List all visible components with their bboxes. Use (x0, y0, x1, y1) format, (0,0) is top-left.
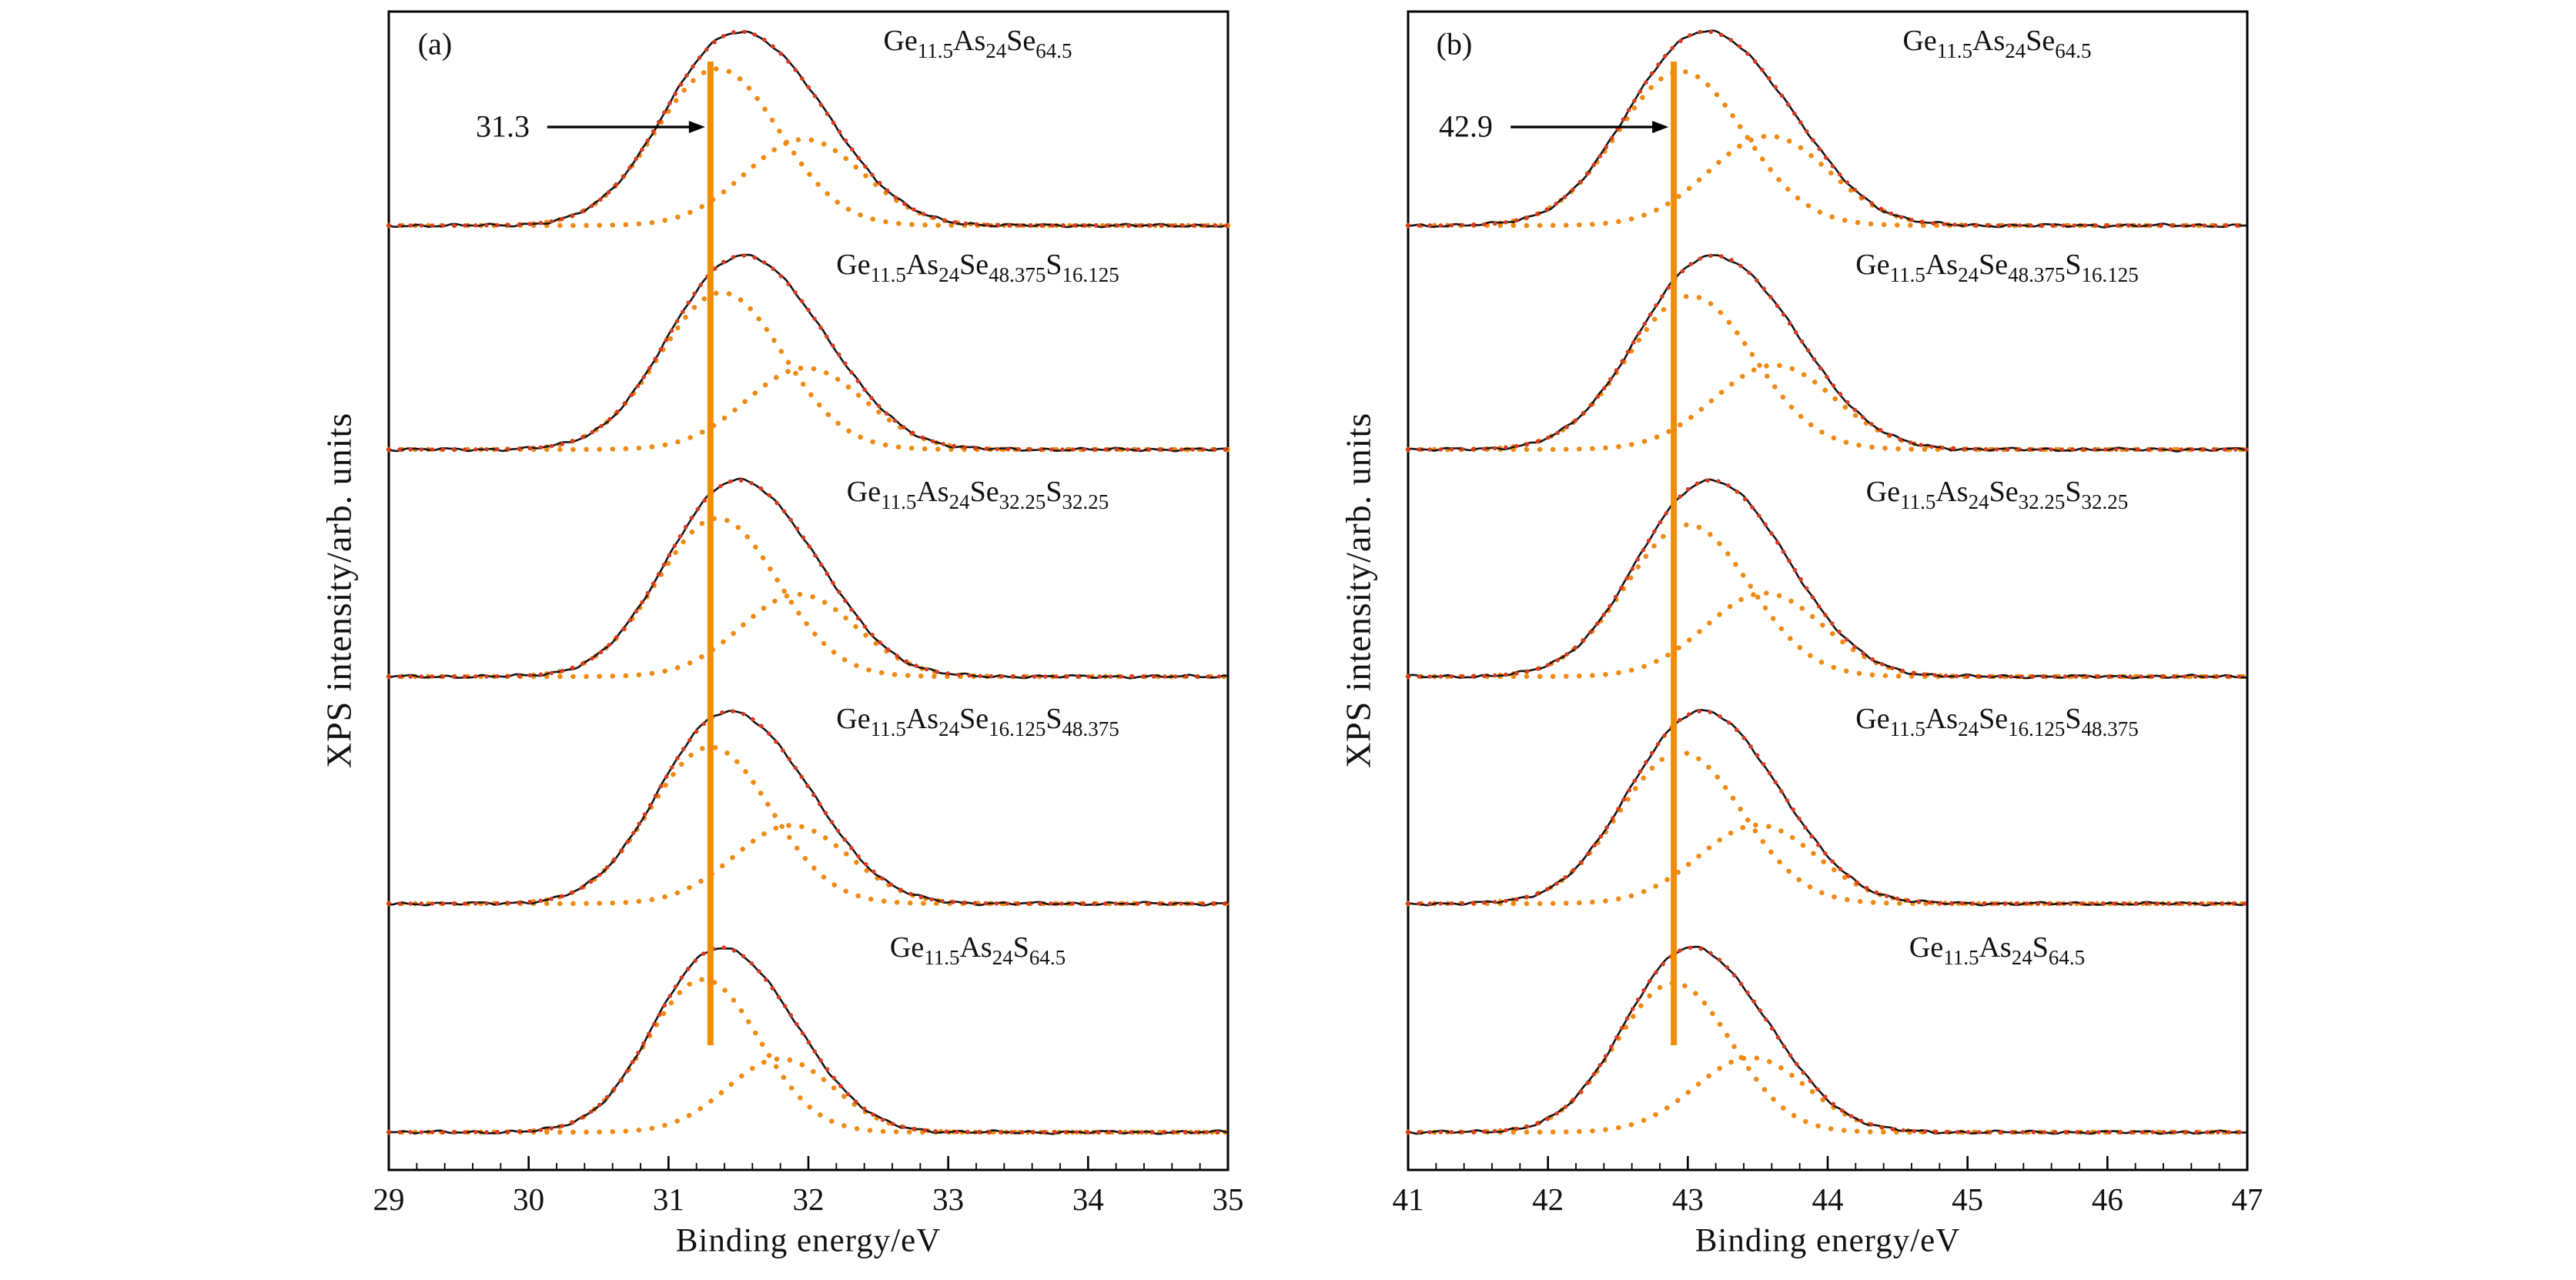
fit-curve (386, 253, 1230, 452)
component-curve (1405, 133, 2250, 229)
experimental-curve (1407, 945, 2248, 1135)
component-curve (386, 744, 1231, 907)
component-curve (1405, 750, 2250, 907)
plot-frame (387, 10, 1229, 1171)
y-axis-label-a: XPS intensity/arb. units (319, 412, 359, 769)
component-curve (1405, 69, 2250, 229)
component-curve (386, 516, 1231, 680)
component-curve (1405, 590, 2250, 680)
fit-curve (386, 478, 1230, 679)
series-label: Ge11.5As24S64.5 (1909, 931, 2085, 969)
x-tick-label: 41 (1393, 1181, 1424, 1217)
x-axis-label-b: Binding energy/eV (1694, 1222, 1961, 1259)
x-tick-label: 31 (653, 1181, 684, 1217)
component-curve (1405, 522, 2250, 680)
component-curve (386, 1056, 1231, 1135)
component-curve (386, 289, 1231, 453)
series-label: Ge11.5As24Se16.125S48.375 (1855, 703, 2138, 740)
fit-curve (386, 709, 1230, 906)
fit-curve (1406, 253, 2250, 452)
panel-label-b: (b) (1436, 26, 1473, 62)
series-label: Ge11.5As24Se48.375S16.125 (836, 249, 1119, 286)
x-tick-label: 42 (1532, 1181, 1564, 1217)
x-tick-label: 29 (373, 1181, 405, 1217)
component-curve (386, 66, 1231, 229)
series-label: Ge11.5As24Se16.125S48.375 (836, 703, 1119, 740)
fit-curve (386, 29, 1230, 228)
panel-label-a: (a) (417, 26, 453, 62)
plot-frame (1407, 10, 2249, 1171)
experimental-curve (1408, 29, 2248, 229)
x-tick-label: 32 (793, 1181, 825, 1217)
fit-curve (1406, 478, 2250, 679)
component-curve (1405, 822, 2250, 907)
component-curve (1405, 981, 2250, 1135)
annotation-arrowhead (1652, 121, 1669, 133)
fit-curve (1406, 945, 2250, 1135)
x-tick-label: 44 (1812, 1181, 1844, 1217)
fit-curve (386, 945, 1230, 1135)
component-curve (386, 136, 1231, 229)
x-tick-label: 33 (932, 1181, 964, 1217)
marker-annotation-a: 31.3 (476, 109, 530, 144)
x-axis-label-a: Binding energy/eV (675, 1222, 942, 1259)
series-label: Ge11.5As24Se48.375S16.125 (1855, 249, 2138, 286)
x-tick-label: 45 (1952, 1181, 1983, 1217)
component-curve (386, 365, 1231, 453)
x-tick-label: 34 (1072, 1181, 1104, 1217)
series-label: Ge11.5As24Se32.25S32.25 (1866, 476, 2128, 513)
component-curve (386, 591, 1231, 680)
x-tick-label: 30 (513, 1181, 544, 1217)
x-tick-label: 35 (1213, 1181, 1244, 1217)
x-tick-label: 46 (2092, 1181, 2123, 1217)
x-tick-label: 43 (1672, 1181, 1704, 1217)
component-curve (386, 977, 1231, 1135)
y-axis-label-b: XPS intensity/arb. units (1338, 412, 1378, 769)
series-label: Ge11.5As24Se32.25S32.25 (847, 476, 1109, 513)
x-tick-label: 47 (2232, 1181, 2263, 1217)
marker-annotation-b: 42.9 (1439, 109, 1493, 144)
component-curve (1405, 1054, 2250, 1135)
series-label: Ge11.5As24S64.5 (890, 931, 1066, 969)
annotation-arrowhead (688, 121, 705, 133)
component-curve (386, 823, 1231, 907)
series-label: Ge11.5As24Se64.5 (883, 25, 1072, 62)
fit-curve (1406, 29, 2250, 228)
component-curve (1405, 293, 2250, 453)
series-label: Ge11.5As24Se64.5 (1902, 25, 2091, 62)
fit-curve (1406, 709, 2250, 906)
